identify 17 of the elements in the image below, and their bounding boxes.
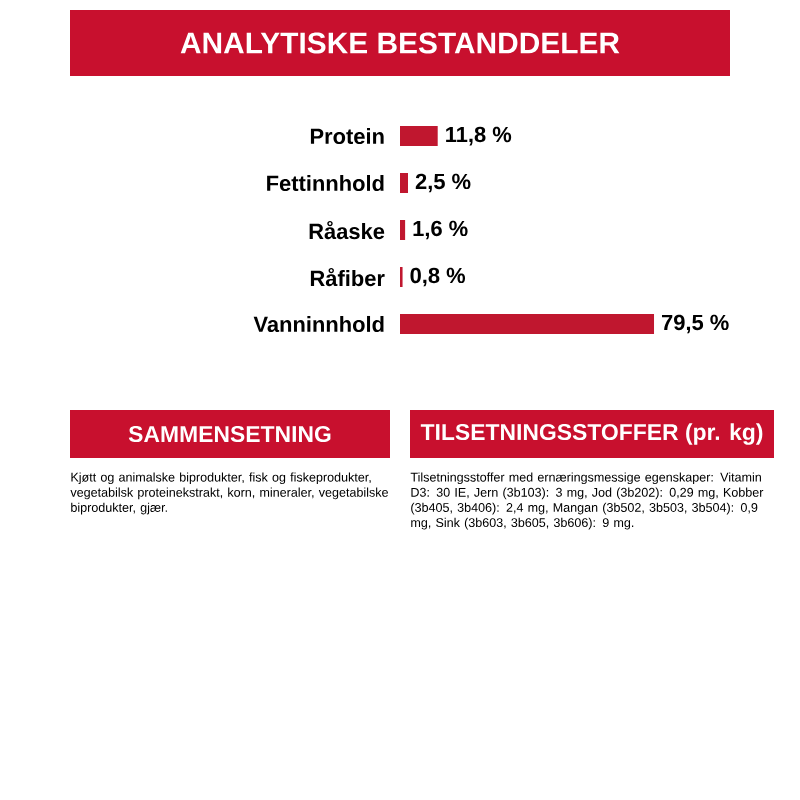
data-label: 79,5 % [661, 314, 729, 334]
data-label: 2,5 % [415, 173, 471, 193]
bar [400, 220, 406, 241]
bar [400, 126, 438, 147]
y-tick-label: Vanninnhold [253, 315, 384, 333]
y-tick-label: Råfiber [310, 267, 385, 287]
y-tick-label: Protein [310, 127, 384, 145]
data-label: 0,8 % [410, 267, 466, 287]
y-tick-label: Fettinnhold [267, 174, 384, 192]
y-tick-label: Råaske [309, 220, 385, 240]
text: SAMMENSETNING [128, 425, 331, 443]
chart-title: ANALYTISKE BESTANDDELER [180, 32, 620, 54]
data-label: 1,6 % [413, 220, 468, 240]
bar [400, 173, 408, 194]
data-label: 11,8 % [446, 126, 512, 146]
bar [400, 314, 655, 335]
text: TILSETNINGSSTOFFER (pr. kg) [420, 423, 763, 445]
